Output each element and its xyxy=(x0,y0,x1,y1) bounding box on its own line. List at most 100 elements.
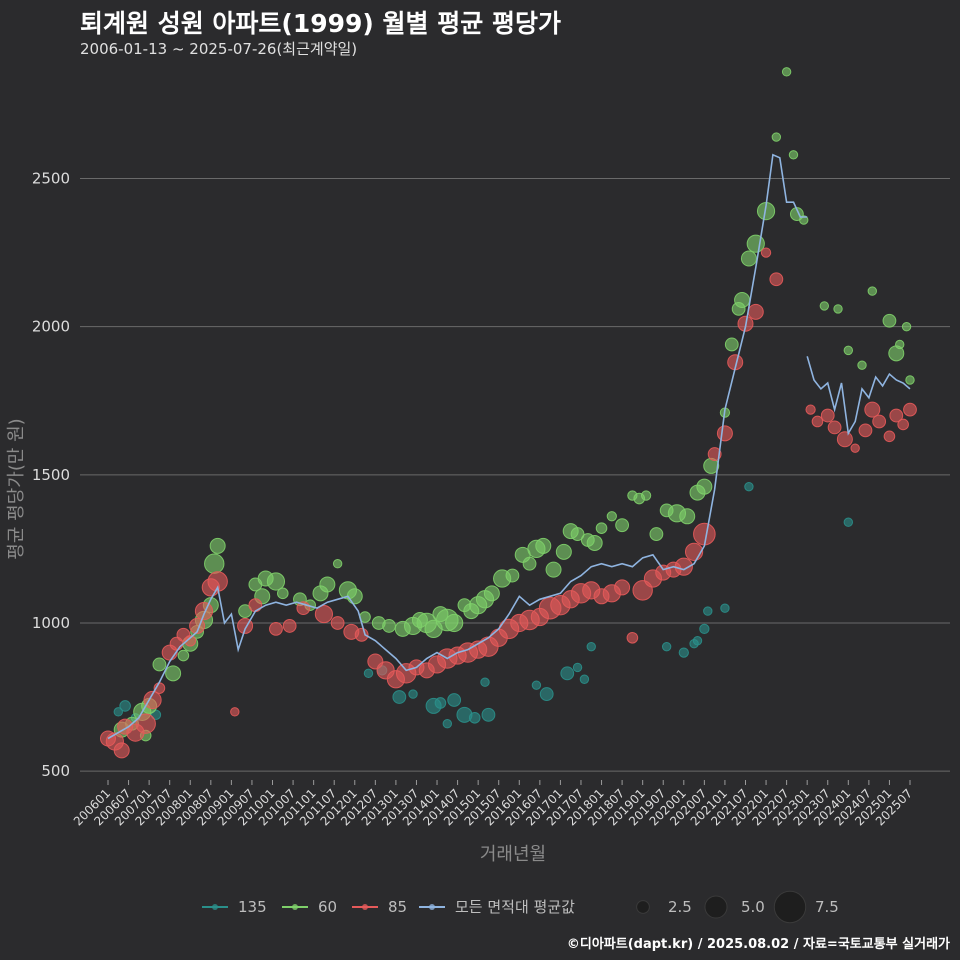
point-135 xyxy=(579,674,590,684)
point-135 xyxy=(572,662,583,673)
point-60 xyxy=(788,150,799,160)
point-85 xyxy=(820,408,835,423)
chart-subtitle: 2006-01-13 ~ 2025-07-26(최근계약일) xyxy=(80,40,358,58)
point-60 xyxy=(382,619,396,633)
legend: 135 60 85 모든 면적대 평균값 2.5 5.0 7.5 xyxy=(202,890,839,924)
point-85 xyxy=(230,707,240,717)
footer-credit: ©디아파트(dapt.kr) / 2025.08.02 / 자료=국토교통부 실… xyxy=(566,937,950,952)
point-135 xyxy=(531,680,542,690)
point-135 xyxy=(720,603,730,613)
point-60 xyxy=(209,537,226,554)
point-60 xyxy=(867,286,877,296)
legend-size-marker xyxy=(636,900,650,914)
point-85 xyxy=(269,621,283,636)
x-axis-label: 거래년월 xyxy=(480,844,546,865)
point-85 xyxy=(113,742,130,759)
point-135 xyxy=(481,707,496,722)
point-60 xyxy=(819,301,830,311)
point-60 xyxy=(319,576,336,593)
data-points xyxy=(100,67,917,759)
point-60 xyxy=(857,360,867,370)
point-85 xyxy=(693,522,716,546)
point-135 xyxy=(408,689,418,699)
point-135 xyxy=(539,687,554,701)
point-85 xyxy=(864,401,881,418)
point-135 xyxy=(678,647,689,658)
y-tick-label: 500 xyxy=(41,762,70,780)
point-60 xyxy=(740,250,757,267)
point-60 xyxy=(895,339,905,350)
point-135 xyxy=(843,517,854,527)
point-60 xyxy=(266,572,286,591)
point-60 xyxy=(781,67,792,77)
point-135 xyxy=(468,711,481,724)
point-60 xyxy=(901,321,912,332)
point-85 xyxy=(248,598,263,613)
point-85 xyxy=(282,619,297,633)
point-60 xyxy=(734,292,751,308)
point-85 xyxy=(889,408,904,423)
point-60 xyxy=(276,587,289,600)
y-tick-label: 1000 xyxy=(32,614,70,632)
point-85 xyxy=(903,402,917,417)
point-85 xyxy=(707,447,722,461)
point-85 xyxy=(330,616,345,630)
point-135 xyxy=(703,606,713,616)
point-85 xyxy=(716,425,733,442)
point-85 xyxy=(883,430,896,443)
point-85 xyxy=(858,423,873,438)
legend-size-marker xyxy=(704,895,728,919)
point-60 xyxy=(177,649,190,662)
point-85 xyxy=(850,443,860,453)
point-60 xyxy=(152,657,167,672)
point-60 xyxy=(799,215,809,225)
y-axis-label: 평균 평당가(만 원) xyxy=(6,418,27,559)
point-60 xyxy=(771,132,782,142)
y-axis-ticks: 500 1000 1500 2000 2500 xyxy=(32,170,70,781)
x-axis-ticks: 2006012006072007012007072008012008072009… xyxy=(71,780,915,829)
point-135 xyxy=(113,707,123,717)
point-60 xyxy=(535,537,552,554)
legend-marker-135 xyxy=(212,904,218,910)
point-60 xyxy=(833,304,843,314)
legend-label-60: 60 xyxy=(318,898,337,916)
point-60 xyxy=(332,559,343,569)
point-60 xyxy=(606,511,617,522)
gridlines xyxy=(80,178,950,772)
point-60 xyxy=(595,522,608,534)
chart-title: 퇴계원 성원 아파트(1999) 월별 평균 평당가 xyxy=(80,9,561,38)
legend-size-marker xyxy=(773,890,807,924)
point-135 xyxy=(442,719,453,729)
point-60 xyxy=(696,478,713,495)
point-60 xyxy=(724,337,739,352)
legend-size-label: 7.5 xyxy=(815,898,839,916)
point-60 xyxy=(882,313,897,328)
point-135 xyxy=(480,677,490,687)
y-tick-label: 2000 xyxy=(32,318,70,336)
y-tick-label: 1500 xyxy=(32,466,70,484)
point-60 xyxy=(522,556,537,571)
point-60 xyxy=(204,553,225,574)
point-60 xyxy=(905,375,915,385)
point-60 xyxy=(346,588,363,605)
point-85 xyxy=(760,247,772,258)
point-60 xyxy=(615,518,630,533)
point-60 xyxy=(649,527,664,541)
legend-size-label: 2.5 xyxy=(668,898,692,916)
point-135 xyxy=(692,636,703,646)
point-85 xyxy=(769,272,784,287)
point-60 xyxy=(570,527,585,541)
legend-size-label: 5.0 xyxy=(741,898,765,916)
point-135 xyxy=(560,666,575,681)
point-85 xyxy=(897,418,909,431)
point-135 xyxy=(744,481,754,492)
point-60 xyxy=(445,613,464,633)
point-85 xyxy=(872,414,887,429)
point-60 xyxy=(586,534,603,551)
point-135 xyxy=(586,641,596,652)
point-85 xyxy=(135,713,156,734)
y-tick-label: 2500 xyxy=(32,170,70,188)
point-60 xyxy=(483,585,500,602)
point-60 xyxy=(165,665,182,682)
